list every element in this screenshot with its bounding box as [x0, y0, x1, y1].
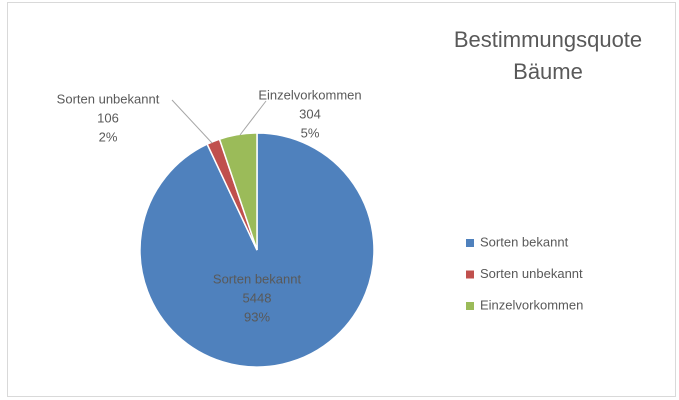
pie-slice: [218, 132, 258, 251]
data-label-name: Sorten unbekannt: [57, 91, 160, 106]
legend-label: Sorten unbekannt: [480, 266, 583, 281]
leader-line: [171, 99, 213, 144]
legend-marker: [466, 239, 474, 247]
legend-marker: [466, 302, 474, 310]
data-label-percent: 5%: [301, 125, 320, 140]
chart-title: Bestimmungsquote Bäume: [453, 27, 643, 84]
leader-line: [239, 100, 267, 136]
data-label-value: 304: [299, 106, 321, 121]
data-label-percent: 2%: [99, 129, 118, 144]
data-label-name: Sorten bekannt: [213, 271, 302, 286]
legend-marker: [466, 270, 474, 279]
legend-label: Einzelvorkommen: [480, 297, 583, 312]
data-label-name: Einzelvorkommen: [258, 87, 361, 102]
legend-label: Sorten bekannt: [480, 234, 569, 249]
data-label-percent: 93%: [244, 309, 270, 324]
data-label-value: 5448: [243, 290, 272, 305]
data-label-value: 106: [97, 110, 119, 125]
